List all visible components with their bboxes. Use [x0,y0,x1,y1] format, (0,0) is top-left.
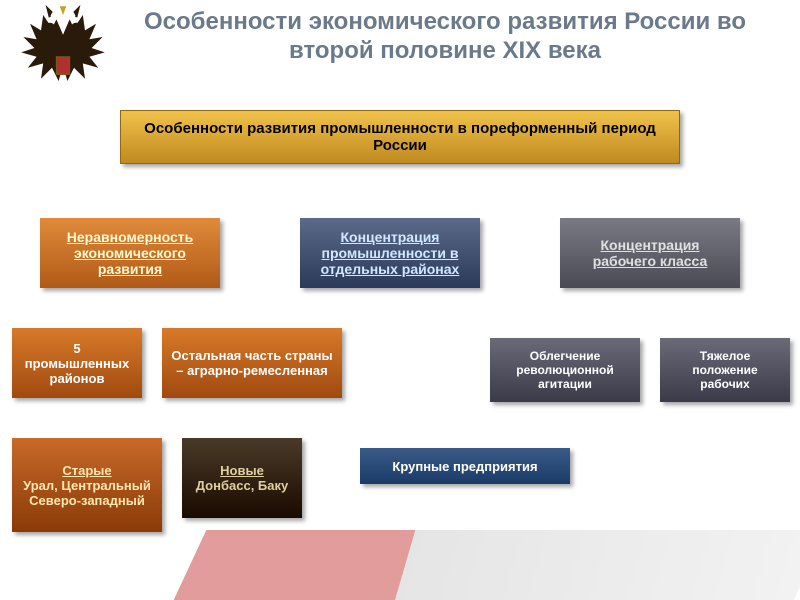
root-box: Особенности развития промышленности в по… [120,110,680,164]
category-uneven-development: Неравномерность экономического развития [40,218,220,288]
decorative-stripe [174,530,800,600]
coat-of-arms-icon [8,4,118,114]
leaf-old-title: Старые [20,463,154,478]
leaf-new-title: Новые [196,463,288,478]
leaf-new-regions: Новые Донбасс, Баку [182,438,302,518]
category-working-class: Концентрация рабочего класса [560,218,740,288]
sub-agrarian-rest: Остальная часть страны – аграрно-ремесле… [162,328,342,398]
leaf-old-regions: Старые Урал, Центральный Северо-западный [12,438,162,532]
leaf-old-body: Урал, Центральный Северо-западный [23,478,151,508]
sub-revolutionary-agitation: Облегчение революционной агитации [490,338,640,402]
leaf-large-enterprises: Крупные предприятия [360,448,570,484]
leaf-new-body: Донбасс, Баку [196,478,288,493]
sub-hard-conditions: Тяжелое положение рабочих [660,338,790,402]
category-industry-concentration: Концентрация промышленности в отдельных … [300,218,480,288]
sub-5-districts: 5 промышленных районов [12,328,142,398]
page-title: Особенности экономического развития Росс… [120,8,770,66]
